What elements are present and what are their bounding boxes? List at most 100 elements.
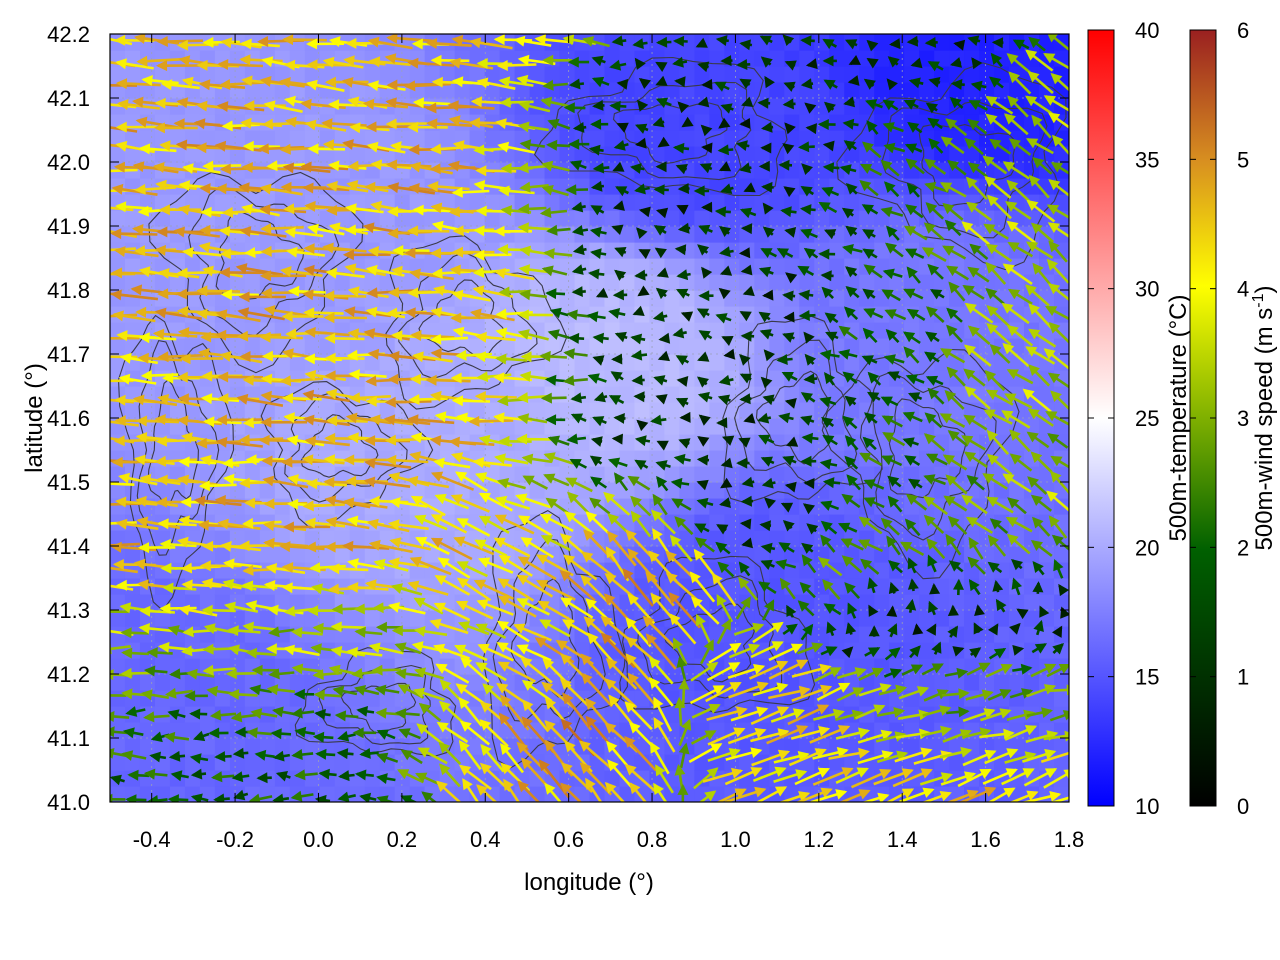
temperature-cell — [349, 66, 366, 83]
temperature-cell — [379, 738, 396, 755]
temperature-cell — [859, 338, 875, 355]
colorbar-tick-label: 40 — [1135, 18, 1159, 43]
temperature-cell — [874, 562, 890, 579]
colorbar-tick-label: 1 — [1237, 665, 1249, 690]
temperature-cell — [484, 786, 501, 802]
temperature-cell — [124, 210, 141, 227]
colorbar-tick-label: 0 — [1237, 794, 1249, 819]
temperature-cell — [169, 274, 186, 291]
temperature-cell — [754, 130, 770, 147]
temperature-cell — [364, 626, 381, 643]
temperature-cell — [184, 114, 201, 131]
temperature-cell — [829, 242, 845, 259]
temperature-cell — [469, 706, 486, 723]
colorbar-tick-label: 6 — [1237, 18, 1249, 43]
temperature-cell — [169, 642, 186, 659]
temperature-cell — [544, 146, 561, 163]
temperature-cell — [994, 610, 1010, 627]
temperature-cell — [439, 786, 456, 802]
temperature-cell — [559, 578, 576, 595]
temperature-cell — [304, 338, 321, 355]
temperature-cell — [259, 130, 276, 147]
temperature-cell — [664, 306, 681, 323]
temperature-cell — [604, 82, 621, 99]
temperature-cell — [484, 274, 501, 291]
temperature-cell — [469, 194, 486, 211]
temperature-cell — [439, 610, 456, 627]
temperature-cell — [274, 642, 291, 659]
temperature-cell — [769, 66, 785, 83]
temperature-cell — [469, 738, 486, 755]
temperature-cell — [589, 130, 606, 147]
temperature-cell — [484, 770, 501, 787]
temperature-cell — [139, 130, 156, 147]
temperature-cell — [544, 66, 561, 83]
temperature-cell — [110, 466, 126, 483]
temperature-cell — [574, 354, 591, 371]
temperature-cell — [559, 322, 576, 339]
temperature-cell — [514, 210, 531, 227]
temperature-cell — [199, 274, 216, 291]
temperature-cell — [904, 418, 920, 435]
temperature-cell — [529, 450, 546, 467]
colorbar-tick-label: 25 — [1135, 406, 1159, 431]
temperature-cell — [379, 530, 396, 547]
temperature-cell — [529, 338, 546, 355]
colorbar-tick-label: 2 — [1237, 535, 1249, 560]
temperature-cell — [379, 546, 396, 563]
temperature-cell — [814, 146, 830, 163]
temperature-cell — [379, 482, 396, 499]
temperature-cell — [529, 386, 546, 403]
temperature-cell — [154, 546, 171, 563]
temperature-cell — [169, 674, 186, 691]
temperature-cell — [319, 626, 336, 643]
temperature-cell — [124, 258, 141, 275]
temperature-cell — [154, 770, 171, 787]
temperature-cell — [214, 66, 231, 83]
temperature-cell — [199, 130, 216, 147]
temperature-cell — [529, 466, 546, 483]
temperature-cell — [379, 370, 396, 387]
temperature-cell — [589, 210, 606, 227]
temperature-cell — [559, 146, 576, 163]
temperature-cell — [934, 626, 950, 643]
temperature-cell — [994, 738, 1010, 755]
y-tick-label: 41.1 — [47, 726, 90, 751]
temperature-cell — [409, 786, 426, 802]
temperature-cell — [349, 786, 366, 802]
temperature-cell — [439, 770, 456, 787]
temperature-cell — [110, 274, 126, 291]
temperature-cell — [604, 418, 621, 435]
temperature-cell — [724, 66, 740, 83]
temperature-cell — [274, 354, 291, 371]
temperature-cell — [799, 610, 815, 627]
y-tick-label: 41.5 — [47, 470, 90, 495]
temperature-cell — [169, 210, 186, 227]
temperature-cell — [574, 786, 591, 802]
temperature-cell — [574, 370, 591, 387]
temperature-cell — [874, 34, 890, 51]
temperature-cell — [769, 210, 785, 227]
temperature-cell — [709, 242, 725, 259]
temperature-cell — [394, 194, 411, 211]
temperature-cell — [184, 610, 201, 627]
temperature-cell — [1024, 594, 1040, 611]
temperature-cell — [409, 674, 426, 691]
temperature-cell — [604, 242, 621, 259]
x-tick-label: 0.2 — [387, 827, 418, 852]
temperature-cell — [409, 258, 426, 275]
temperature-cell — [124, 402, 141, 419]
temperature-cell — [679, 530, 695, 547]
temperature-cell — [424, 210, 441, 227]
temperature-cell — [424, 66, 441, 83]
temperature-cell — [274, 130, 291, 147]
temperature-cell — [709, 498, 725, 515]
y-tick-label: 41.2 — [47, 662, 90, 687]
temperature-cell — [229, 66, 246, 83]
temperature-cell — [394, 610, 411, 627]
temperature-cell — [334, 610, 351, 627]
temperature-cell — [184, 258, 201, 275]
colorbar-tick-label: 30 — [1135, 277, 1159, 302]
temperature-cell — [139, 674, 156, 691]
temperature-cell — [484, 98, 501, 115]
